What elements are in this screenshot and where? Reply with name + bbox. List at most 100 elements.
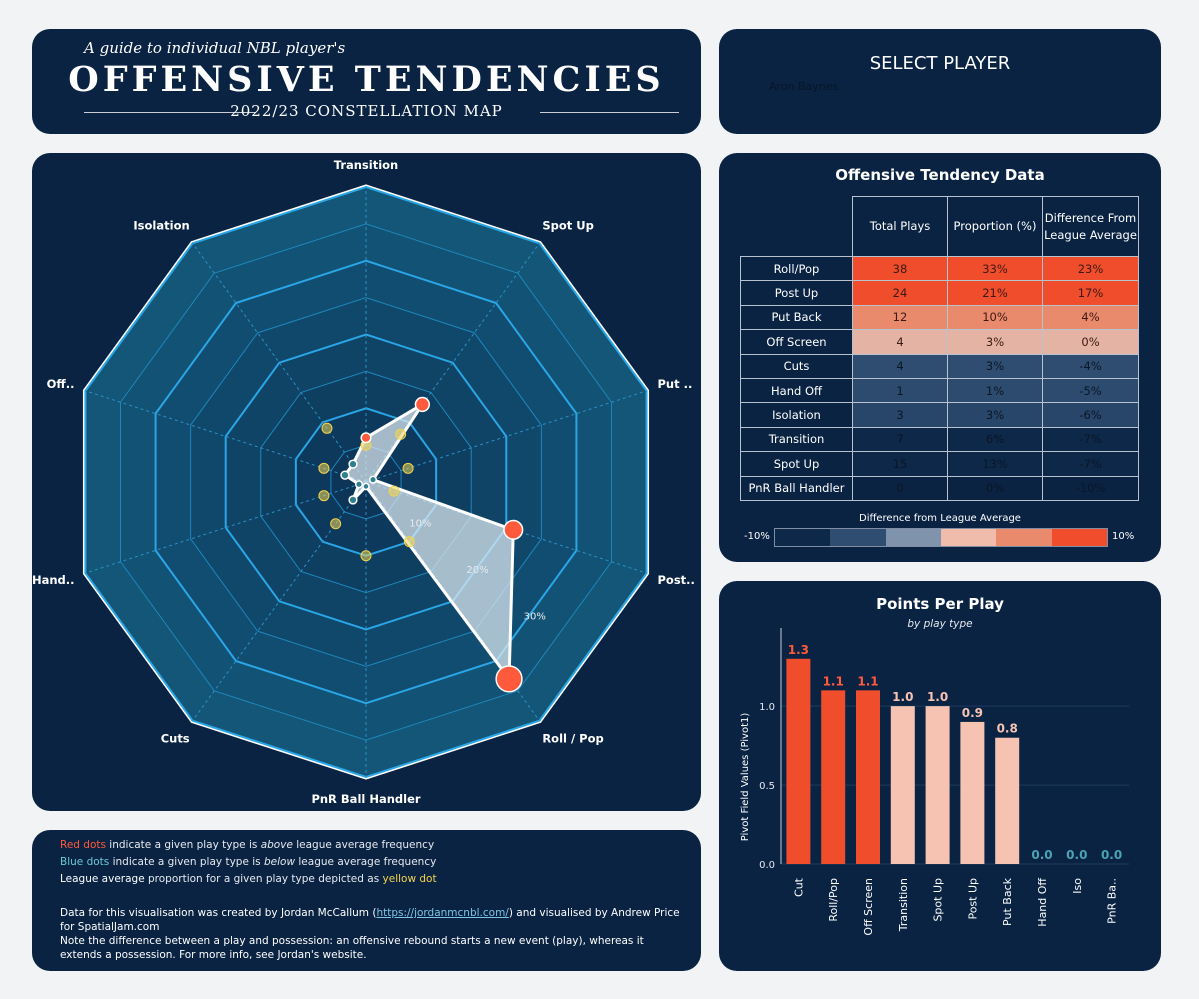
player-dot[interactable] [362, 482, 370, 491]
cell-diff: 4% [1042, 304, 1139, 331]
row-label: Post Up [740, 280, 853, 306]
cell-plays: 24 [852, 280, 948, 306]
title-panel: A guide to individual NBL player's OFFEN… [32, 29, 701, 134]
cell-prop: 3% [947, 402, 1043, 428]
ppp-title: Points Per Play [876, 595, 1004, 613]
x-tick-label: Put Back [1001, 877, 1014, 926]
bar-value-label: 0.0 [1066, 848, 1087, 862]
league-average-dot [318, 490, 330, 502]
cell-diff: -7% [1042, 426, 1139, 453]
player-dot[interactable] [348, 495, 358, 505]
cell-prop: 10% [947, 304, 1043, 331]
bar-value-label: 0.0 [1031, 848, 1052, 862]
cell-plays: 4 [852, 329, 948, 355]
ppp-y-axis-label: Pivot Field Values (Pivot1) [740, 713, 751, 842]
source-link[interactable]: https://jordanmcnbl.com/ [376, 907, 509, 919]
ppp-subtitle: by play type [907, 618, 972, 630]
table-row: Post Up 24 21% 17% [740, 280, 1139, 306]
bar[interactable] [890, 706, 915, 864]
league-average-dot [403, 536, 415, 548]
bar[interactable] [786, 658, 811, 864]
player-dot[interactable] [495, 665, 523, 693]
legend-title: Difference from League Average [859, 513, 1021, 524]
bar-value-label: 1.1 [857, 674, 878, 688]
cell-diff: -4% [1042, 353, 1139, 379]
ring-label: 20% [466, 565, 488, 576]
play-vs-possession-note: Note the difference between a play and p… [60, 935, 644, 961]
legend-swatch [775, 529, 831, 546]
constellation-map-panel: 10% 20% 30% Transition Spot Up Put .. Post.. Ro… [32, 153, 701, 811]
title-rule-left [84, 112, 256, 113]
player-dot[interactable] [354, 480, 364, 489]
row-label: Spot Up [740, 451, 853, 477]
axis-label: Put .. [657, 377, 692, 391]
axis-label: Transition [334, 158, 399, 172]
legend-swatch [1051, 529, 1107, 546]
col-header-proportion: Proportion (%) [947, 196, 1043, 257]
league-average-dot [330, 518, 342, 530]
axis-label: Post.. [657, 573, 694, 587]
y-tick-label: 0.5 [759, 781, 775, 792]
player-dot[interactable] [360, 432, 372, 444]
page-title: OFFENSIVE TENDENCIES [68, 59, 665, 100]
player-dot[interactable] [368, 475, 378, 484]
row-label: Put Back [740, 304, 853, 331]
bar-value-label: 0.9 [962, 706, 983, 720]
x-tick-label: PnR Ba.. [1106, 878, 1119, 924]
header-subtitle: A guide to individual NBL player's [84, 39, 346, 57]
cell-plays: 12 [852, 304, 948, 331]
table-row: Spot Up 15 13% -7% [740, 451, 1139, 477]
cell-diff: -5% [1042, 377, 1139, 404]
notes-panel: Red dots indicate a given play type is a… [32, 830, 701, 971]
ring-label: 10% [409, 519, 431, 530]
league-average-dot [388, 485, 400, 497]
bar[interactable] [925, 706, 950, 864]
col-header-total-plays: Total Plays [852, 196, 948, 257]
bar[interactable] [856, 690, 880, 864]
axis-label: Roll / Pop [542, 731, 603, 745]
axis-label: Spot Up [542, 219, 594, 233]
row-label: Off Screen [740, 329, 853, 355]
cell-diff: 0% [1042, 329, 1139, 355]
player-dot[interactable] [414, 396, 431, 413]
row-label: PnR Ball Handler [740, 475, 853, 501]
bar[interactable] [821, 690, 846, 864]
tendency-table: Total Plays Proportion (%) Difference Fr… [740, 196, 1139, 501]
axis-label: Isolation [133, 219, 189, 233]
bar[interactable] [995, 737, 1020, 864]
league-average-dot [395, 428, 407, 440]
bar-value-label: 1.0 [927, 690, 948, 704]
player-dot[interactable] [340, 470, 350, 480]
cell-plays: 38 [852, 255, 948, 282]
tendency-table-panel: Offensive Tendency Data Total Plays Prop… [719, 153, 1161, 562]
table-row: Hand Off 1 1% -5% [740, 377, 1139, 404]
points-per-play-chart: Points Per Play by play type Pivot Field… [740, 595, 1129, 936]
cell-diff: -6% [1042, 402, 1139, 428]
row-label: Cuts [740, 353, 853, 379]
select-player-panel[interactable]: SELECT PLAYER Aron Baynes [719, 29, 1161, 134]
legend-swatch [885, 529, 941, 546]
table-row: Cuts 4 3% -4% [740, 353, 1139, 379]
ring-label: 30% [524, 612, 546, 623]
table-corner [741, 197, 853, 257]
player-dot[interactable] [348, 459, 358, 469]
note-blue-dots: Blue dots indicate a given play type is … [60, 856, 437, 868]
cell-diff: -7% [1042, 451, 1139, 477]
legend-max: 10% [1112, 531, 1135, 542]
player-selector[interactable]: Aron Baynes [769, 80, 839, 93]
league-average-dot [321, 422, 333, 434]
x-tick-label: Cut [792, 877, 805, 897]
bar[interactable] [960, 721, 985, 864]
player-dot[interactable] [503, 519, 524, 540]
cell-plays: 4 [852, 353, 948, 379]
x-tick-label: Hand Off [1036, 878, 1049, 927]
cell-diff: 23% [1042, 255, 1139, 282]
cell-prop: 33% [947, 255, 1043, 282]
league-average-dot [318, 462, 330, 474]
bar-value-label: 0.0 [1101, 848, 1122, 862]
col-header-difference: Difference From League Average [1042, 196, 1139, 257]
table-row: Roll/Pop 38 33% 23% [740, 255, 1139, 282]
cell-prop: 13% [947, 451, 1043, 477]
legend-swatch [940, 529, 997, 546]
axis-label: Off.. [47, 377, 75, 391]
